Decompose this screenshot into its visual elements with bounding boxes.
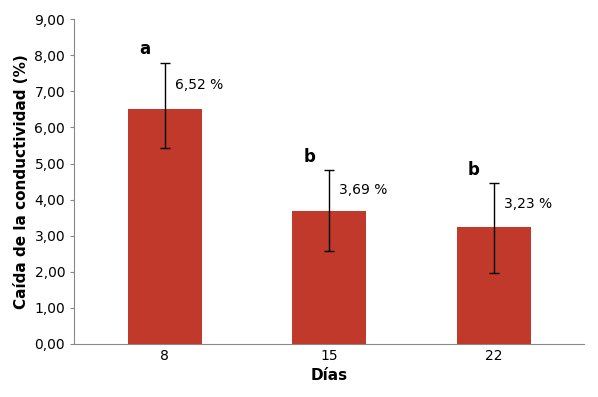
Text: a: a: [139, 40, 151, 58]
Text: 3,23 %: 3,23 %: [504, 197, 551, 212]
Text: b: b: [304, 148, 315, 166]
X-axis label: Días: Días: [310, 368, 347, 383]
Bar: [128, 109, 202, 344]
Bar: [292, 211, 366, 344]
Text: 3,69 %: 3,69 %: [339, 183, 388, 197]
Text: 6,52 %: 6,52 %: [175, 78, 223, 92]
Text: b: b: [468, 161, 480, 179]
Y-axis label: Caída de la conductividad (%): Caída de la conductividad (%): [14, 54, 29, 309]
Bar: [457, 227, 530, 344]
